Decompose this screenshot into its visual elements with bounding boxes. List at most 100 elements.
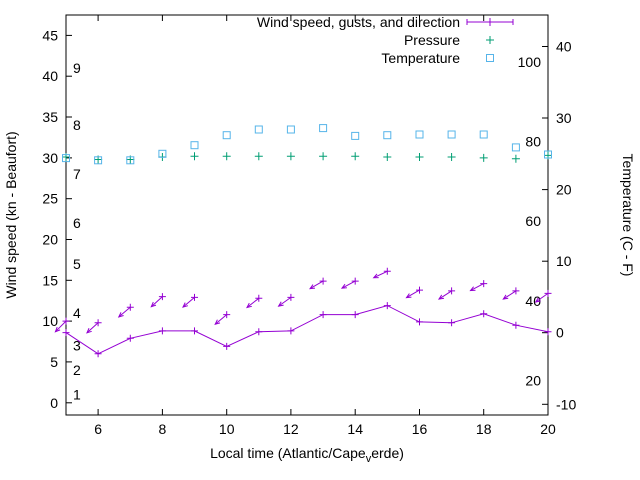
wind-arrow-head (437, 294, 445, 300)
wind-direction-arrow (150, 296, 163, 308)
plot-border (65, 14, 549, 416)
beaufort-scale-label: 9 (73, 60, 81, 76)
wind-speed-marker (191, 327, 198, 335)
x-tick-label: 16 (412, 421, 428, 437)
y-right-tick-label: 0 (556, 325, 564, 341)
pressure-marker (479, 153, 488, 162)
temperature-marker (190, 141, 199, 150)
wind-direction-arrow (182, 297, 195, 308)
legend-label-temperature: Temperature (381, 50, 460, 66)
temperature-marker (286, 125, 295, 134)
pressure-marker (351, 152, 360, 161)
wind-speed-marker (383, 302, 391, 310)
fahrenheit-scale-label: 100 (518, 54, 542, 70)
wind-arrow-head (150, 301, 157, 308)
x-tick-label: 6 (94, 421, 102, 437)
y-right-tick-label: 10 (556, 253, 572, 269)
wind-direction-arrow (278, 296, 292, 307)
wind-arrow-head (372, 273, 379, 279)
y-left-tick-label: 25 (42, 191, 58, 207)
x-tick-label: 14 (347, 421, 363, 437)
fahrenheit-scale-label: 20 (525, 373, 541, 389)
wind-arrow-head (182, 302, 189, 308)
y-left-tick-label: 5 (50, 354, 58, 370)
wind-arrow-head (86, 328, 92, 334)
wind-direction-arrow (373, 270, 388, 279)
wind-arrow-head (54, 326, 61, 333)
temperature-marker (158, 149, 167, 158)
beaufort-scale-label: 7 (73, 166, 81, 182)
temperature-marker (62, 154, 70, 163)
y-left-axis-title: Wind speed (kn - Beaufort) (3, 131, 19, 298)
x-tick-label: 8 (159, 421, 167, 437)
y-left-tick-label: 45 (42, 27, 58, 43)
y-left-tick-label: 15 (42, 272, 58, 288)
y-right-tick-label: 40 (556, 39, 572, 55)
y-left-tick-label: 40 (42, 68, 58, 84)
beaufort-scale-label: 2 (73, 362, 81, 378)
wind-direction-arrow (406, 289, 420, 299)
legend-sample-marker (486, 18, 494, 26)
y-left-tick-label: 20 (42, 232, 58, 248)
y-left-tick-label: 35 (42, 109, 58, 125)
wind-speed-marker (94, 350, 102, 358)
wind-arrow-head (214, 319, 221, 325)
wind-speed-marker (158, 327, 166, 335)
y-right-tick-label: 20 (556, 182, 572, 198)
pressure-marker (511, 154, 520, 163)
wind-direction-arrow (438, 290, 452, 300)
x-tick-label: 20 (540, 421, 556, 437)
wind-direction-arrow (503, 290, 517, 300)
wind-speed-marker (223, 342, 231, 350)
beaufort-scale-label: 1 (73, 387, 81, 403)
wind-arrow-head (534, 297, 541, 303)
wind-arrow-head (277, 301, 284, 307)
y-right-tick-label: -10 (556, 396, 576, 412)
beaufort-scale-label: 8 (73, 117, 81, 133)
wind-speed-marker (416, 318, 423, 326)
legend-label-wind: Wind speed, gusts, and direction (257, 14, 460, 30)
pressure-marker (383, 153, 392, 161)
beaufort-scale-label: 4 (73, 305, 81, 321)
pressure-marker (447, 153, 456, 161)
wind-arrow-head (117, 312, 124, 318)
wind-arrow-head (469, 286, 476, 292)
y-left-tick-label: 0 (50, 395, 58, 411)
wind-speed-marker (544, 328, 552, 336)
pressure-marker (190, 152, 199, 161)
temperature-marker (319, 124, 328, 133)
beaufort-scale-label: 6 (73, 215, 81, 231)
wind-direction-arrow (86, 322, 99, 334)
x-tick-label: 10 (219, 421, 235, 437)
wind-speed-marker (448, 319, 456, 327)
y-left-tick-label: 30 (42, 150, 58, 166)
temperature-marker (351, 131, 360, 140)
wind-direction-arrow (214, 314, 228, 325)
fahrenheit-scale-label: 80 (525, 134, 541, 150)
temperature-marker (254, 125, 263, 134)
pressure-marker (319, 152, 328, 161)
wind-direction-arrow (118, 306, 131, 318)
wind-direction-arrow (535, 292, 549, 303)
temperature-marker (415, 130, 424, 139)
wind-arrow-head (502, 294, 509, 300)
wind-speed-line (65, 305, 549, 355)
legend-sample-marker (486, 36, 494, 44)
wind-arrow-head (340, 283, 347, 289)
temperature-marker (479, 130, 488, 139)
wind-speed-marker (319, 311, 327, 319)
wind-arrow-head (405, 293, 412, 299)
temperature-marker (94, 156, 103, 165)
x-tick-label: 12 (283, 421, 299, 437)
wind-direction-arrow (341, 280, 356, 289)
wind-direction-arrow (309, 280, 324, 290)
temperature-marker (544, 150, 552, 159)
fahrenheit-scale-label: 40 (525, 293, 541, 309)
pressure-marker (415, 153, 424, 161)
temperature-marker (447, 130, 456, 139)
wind-arrow-head (246, 302, 252, 309)
legend-label-pressure: Pressure (404, 32, 460, 48)
y-right-tick-label: 30 (556, 110, 572, 126)
